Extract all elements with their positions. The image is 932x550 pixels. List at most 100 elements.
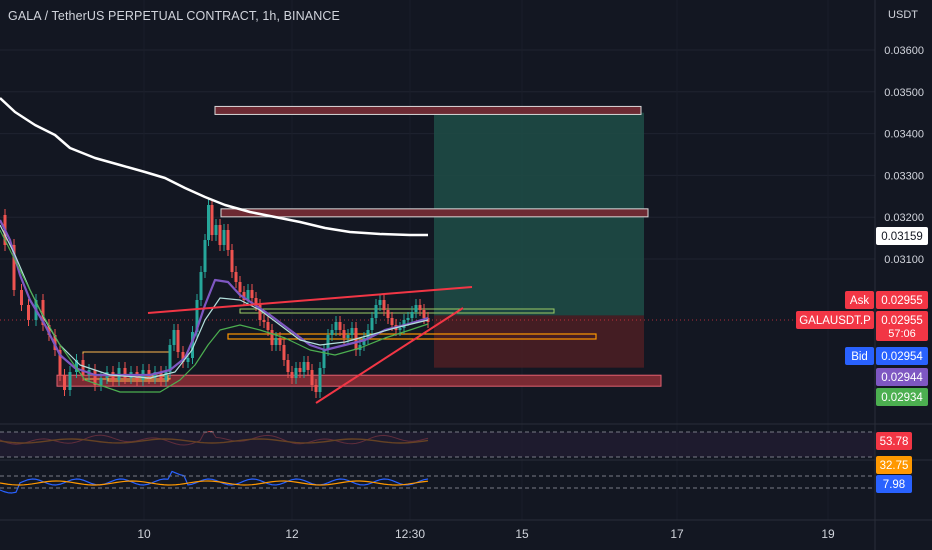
candle-body	[366, 330, 370, 338]
price-labels: 0.031590.02955Ask0.0295557:06GALAUSDT.P0…	[796, 227, 928, 493]
candle-body	[203, 240, 207, 272]
candle-body	[286, 360, 290, 372]
price-label-ask	[876, 291, 928, 309]
price-value-ma-slow: 0.02934	[881, 392, 923, 404]
price-tag-text-last: GALAUSDT.P	[799, 315, 871, 327]
price-label-last	[876, 311, 928, 341]
candle-body	[164, 372, 168, 380]
candle-body	[207, 205, 210, 240]
osc-label-bg	[876, 432, 912, 450]
price-tag-text-ask: Ask	[850, 295, 869, 307]
price-value-last: 0.02955	[881, 315, 923, 327]
resistance-zone-high	[214, 105, 642, 115]
candle-body	[282, 345, 286, 360]
candle-body	[290, 372, 294, 378]
time-tick-label: 12	[285, 527, 299, 541]
price-value-ask: 0.02955	[881, 295, 923, 307]
candle-body	[195, 300, 199, 332]
price-tag-last	[796, 311, 874, 329]
osc-label-value: 53.78	[880, 436, 909, 448]
candle-body	[234, 272, 238, 282]
candle-body	[63, 375, 66, 390]
candle-body	[250, 290, 254, 298]
candle-body	[181, 352, 185, 362]
orange-box-main	[227, 333, 597, 340]
candle-body	[58, 350, 62, 375]
time-tick-label: 10	[137, 527, 151, 541]
candle-body	[378, 300, 382, 305]
candle-body	[12, 245, 16, 290]
candle-body	[81, 360, 85, 375]
resistance-zone-mid	[220, 208, 649, 218]
time-axis[interactable]: 10 12 12:30 15 17 19	[137, 527, 835, 541]
stop-zone	[434, 315, 644, 368]
price-label-ma-fast	[876, 368, 928, 386]
candle-body	[330, 330, 334, 335]
price-tick-label: 0.03100	[884, 254, 924, 266]
candle-body	[123, 368, 127, 378]
price-tick-label: 0.03300	[884, 170, 924, 182]
candle-body	[278, 338, 282, 345]
ma-slow-line	[0, 229, 429, 393]
candle-body	[254, 298, 258, 305]
price-label-ma-slow	[876, 388, 928, 406]
osc-label-bg	[876, 456, 912, 474]
price-tick-label: 0.03400	[884, 129, 924, 141]
candle-body	[274, 338, 278, 345]
osc-line-blue	[0, 470, 429, 494]
chart-title: GALA / TetherUS PERPETUAL CONTRACT, 1h, …	[8, 9, 340, 23]
osc-label-value: 32.75	[880, 460, 909, 472]
currency-label: USDT	[888, 9, 918, 21]
candle-body	[153, 372, 157, 378]
candle-body	[222, 230, 226, 245]
candle-body	[294, 368, 298, 378]
rsi-band	[0, 432, 875, 457]
candle-body	[186, 358, 190, 362]
ma-fast-line	[0, 219, 429, 377]
drawings	[147, 286, 473, 404]
candle-body	[270, 330, 274, 345]
candle-body	[53, 335, 57, 350]
candle-body	[418, 305, 422, 310]
candle-body	[238, 282, 242, 292]
candle-body	[310, 370, 314, 385]
candle-body	[390, 318, 394, 325]
candle-body	[262, 320, 266, 322]
osc-label-bg	[876, 475, 912, 493]
candle-body	[374, 305, 378, 318]
candle-body	[314, 385, 318, 392]
candle-body	[159, 372, 163, 380]
price-label-ma-long	[876, 227, 928, 245]
candle-body	[406, 318, 410, 320]
candle-body	[334, 322, 338, 330]
candle-body	[350, 328, 354, 335]
trade-zones	[0, 105, 875, 387]
candle-body	[306, 362, 310, 370]
price-tick-label: 0.03200	[884, 212, 924, 224]
price-value-ma-fast: 0.02944	[881, 372, 923, 384]
osc-line-orange	[0, 480, 429, 486]
candle-body	[214, 225, 218, 235]
trendline-lower	[315, 307, 464, 404]
candle-body	[342, 330, 346, 338]
candle-body	[99, 378, 103, 385]
price-axis[interactable]: 0.03600 0.03500 0.03400 0.03300 0.03200 0.031…	[884, 45, 924, 266]
time-tick-label: 15	[515, 527, 529, 541]
candle-body	[47, 325, 51, 335]
candle-body	[422, 310, 426, 318]
countdown-last: 57:06	[888, 328, 916, 340]
candle-body	[414, 305, 418, 312]
price-tick-label: 0.03600	[884, 45, 924, 57]
candle-body	[246, 290, 250, 300]
price-label-bid	[876, 347, 928, 365]
candle-body	[75, 360, 78, 372]
candle-body	[410, 312, 414, 318]
candle-body	[242, 292, 246, 300]
price-tick-label: 0.03500	[884, 87, 924, 99]
candle-body	[168, 345, 172, 372]
candle-body	[346, 335, 350, 338]
candle-body	[27, 305, 30, 320]
price-tag-bid	[845, 347, 874, 365]
